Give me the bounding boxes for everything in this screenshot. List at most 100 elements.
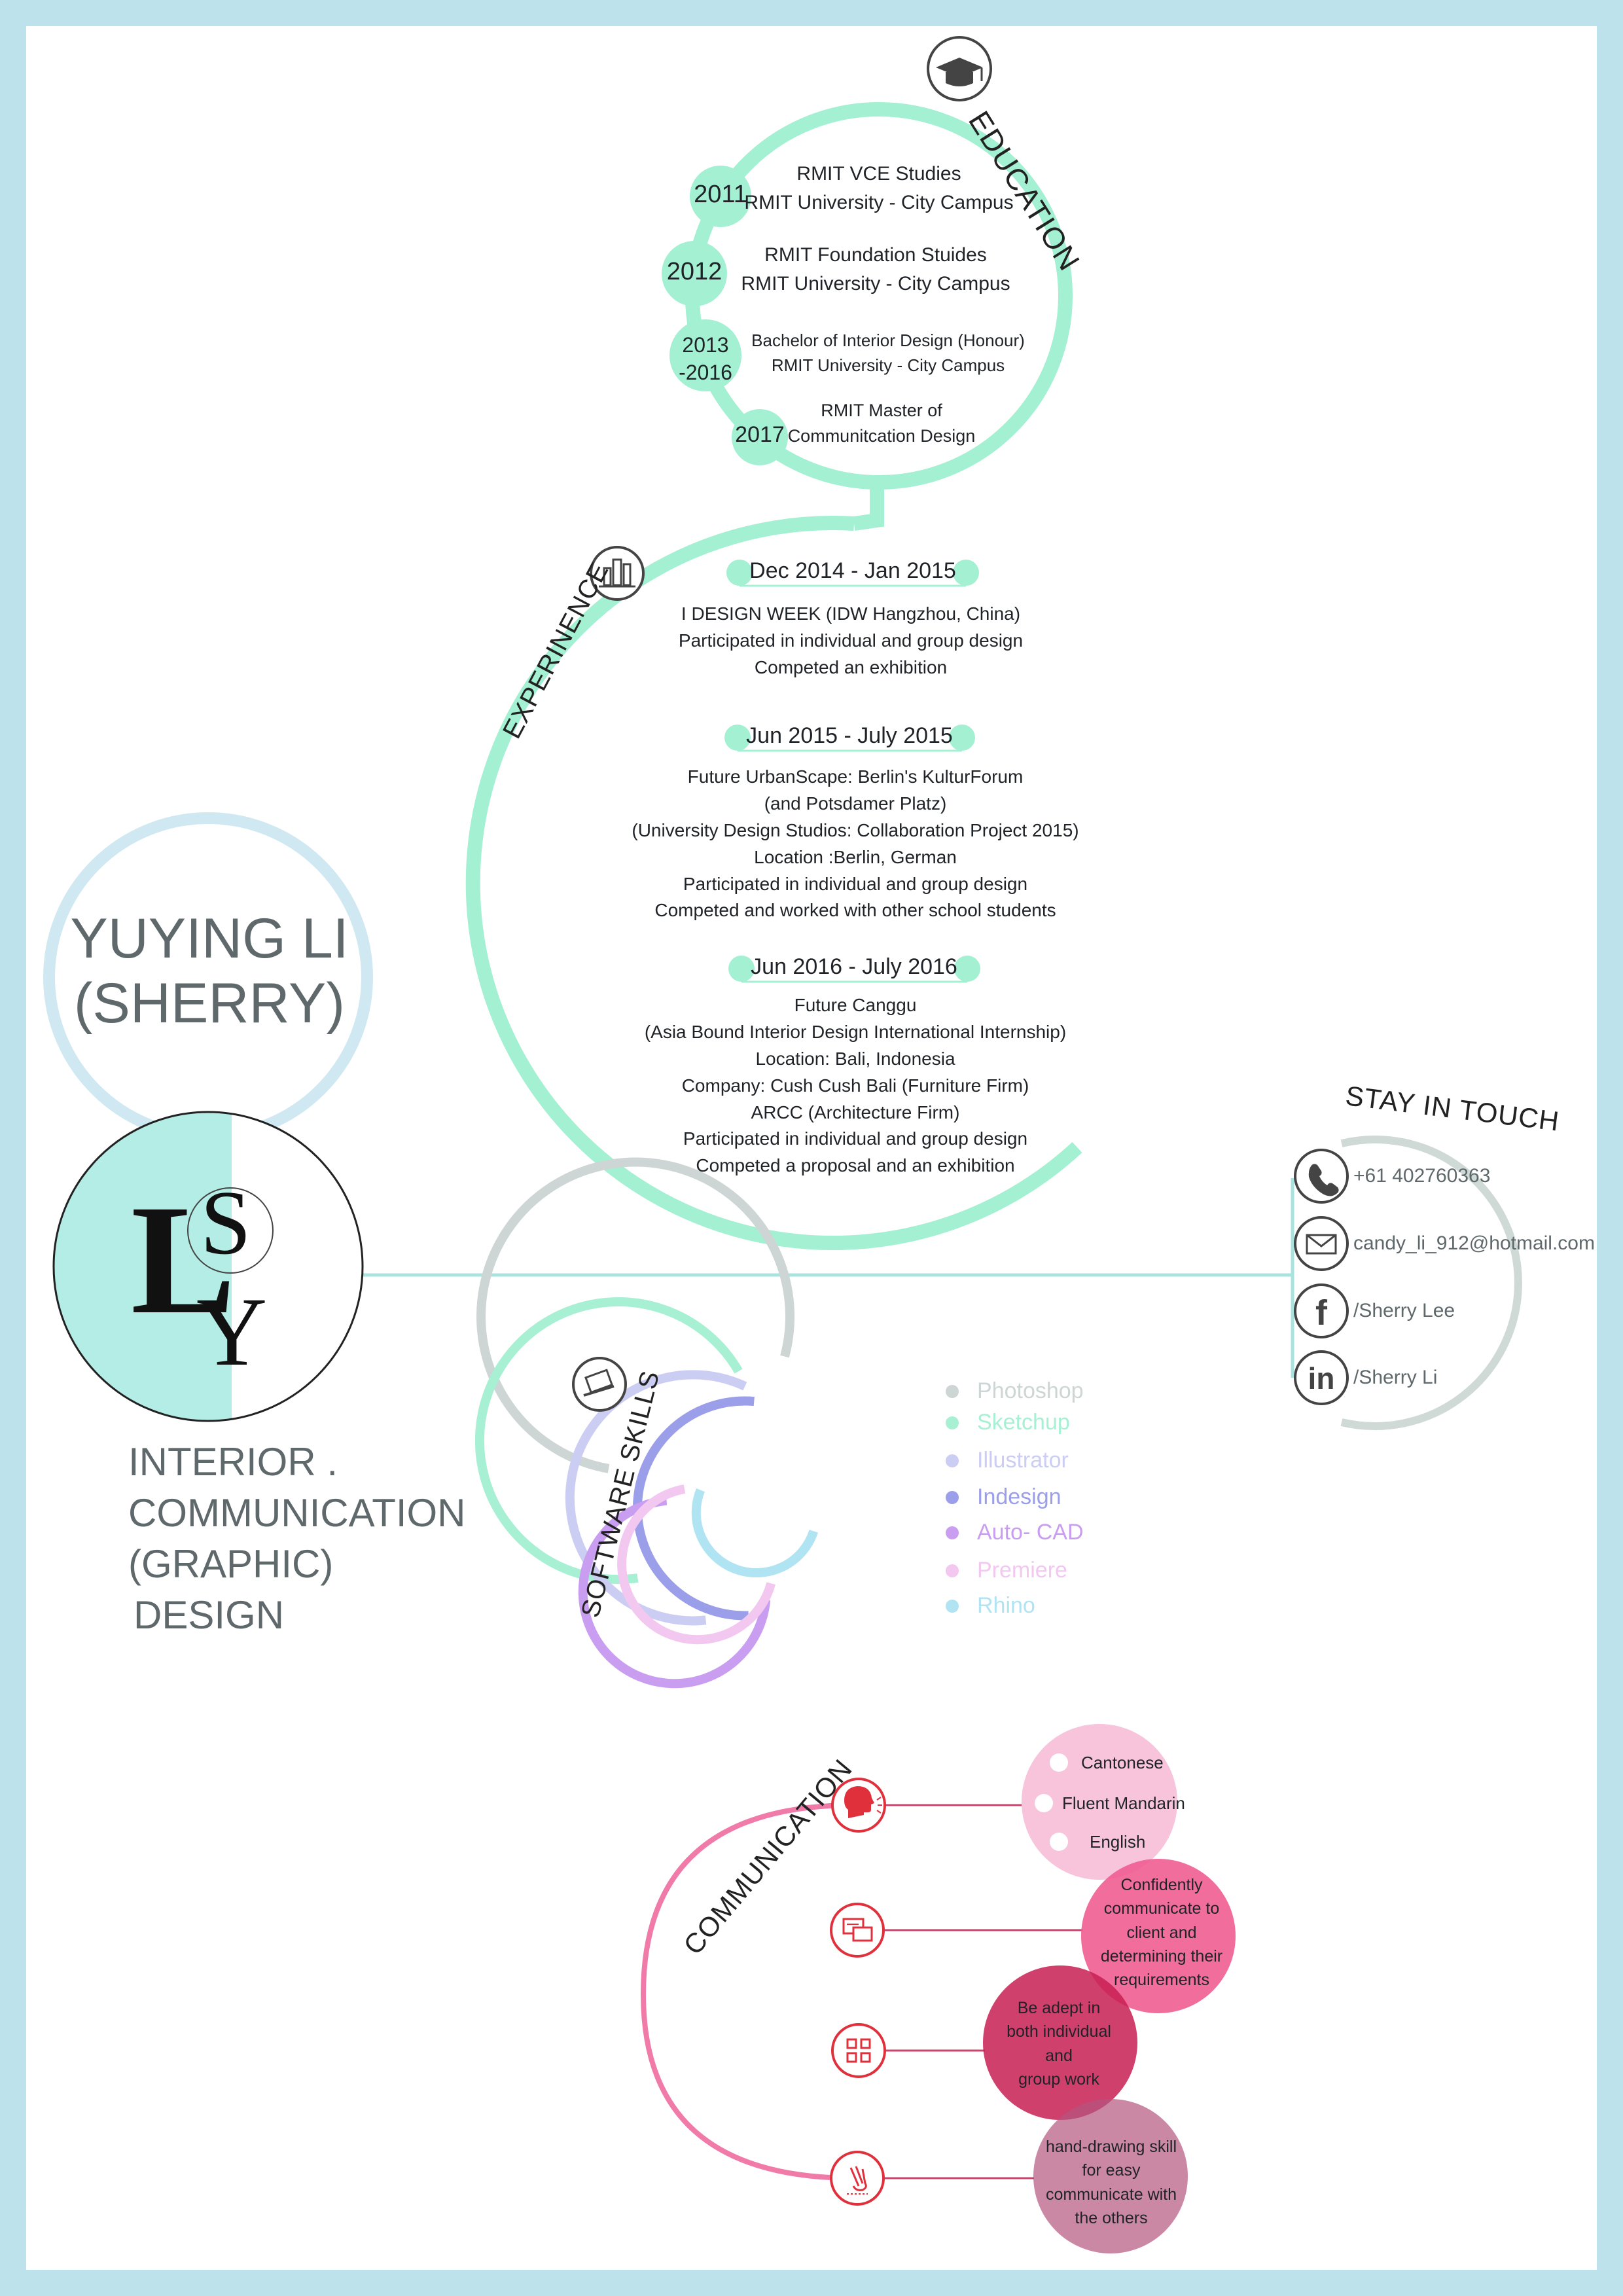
legend-photoshop: Photoshop: [946, 1378, 1084, 1404]
language-3: English: [1090, 1832, 1146, 1852]
exp-3-line-5: ARCC (Architecture Firm): [751, 1102, 960, 1122]
exp-2-line-4: Location :Berlin, German: [754, 846, 957, 867]
linkedin-icon: in: [1294, 1350, 1349, 1405]
logo-letter-y: Y: [196, 1278, 267, 1386]
logo-circle-outline: [52, 1111, 364, 1422]
language-1: Cantonese: [1081, 1753, 1164, 1772]
communicate-bubble-text: Confidently communicate to client and de…: [1101, 1873, 1222, 1992]
exp-3-line-6: Participated in individual and group des…: [683, 1128, 1028, 1149]
bubble-3-line-3: communicate with: [1045, 2185, 1177, 2204]
year-bubble-2011: [690, 166, 751, 227]
speaking-head-icon: [831, 1778, 886, 1833]
legend-label-autocad: Auto- CAD: [977, 1520, 1084, 1545]
contact-email[interactable]: candy_li_912@hotmail.com: [1353, 1232, 1595, 1254]
education-year-2: 2012: [666, 258, 722, 285]
legend-dot-premiere: [946, 1564, 959, 1577]
legend-label-sketchup: Sketchup: [977, 1410, 1070, 1435]
communication-arc: [640, 1803, 855, 2181]
education-year-3: 2013 -2016: [679, 333, 732, 384]
education-entry-1: RMIT VCE Studies RMIT University - City …: [744, 160, 1013, 217]
bubble-1-line-1: Confidently: [1120, 1876, 1203, 1894]
legend-label-photoshop: Photoshop: [977, 1378, 1084, 1403]
experience-date-1: Dec 2014 - Jan 2015: [749, 558, 956, 583]
bubble-2-line-3: and: [1045, 2046, 1073, 2065]
legend-autocad: Auto- CAD: [946, 1520, 1084, 1545]
exp-date-marker-1: [726, 560, 979, 587]
drawing-bubble: [1033, 2099, 1188, 2253]
legend-label-indesign: Indesign: [977, 1484, 1061, 1509]
education-entry-2-line-2: RMIT University - City Campus: [741, 272, 1010, 295]
name-line-2: (SHERRY): [73, 971, 346, 1035]
role-line-1: INTERIOR .: [128, 1440, 338, 1484]
role-title: INTERIOR . COMMUNICATION (GRAPHIC) DESIG…: [128, 1437, 466, 1641]
role-line-2: COMMUNICATION: [128, 1491, 466, 1535]
legend-dot-autocad: [946, 1526, 959, 1539]
logo-letter-l: L: [131, 1172, 236, 1346]
education-entry-3-line-2: RMIT University - City Campus: [771, 355, 1005, 375]
contact-linkedin[interactable]: /Sherry Li: [1353, 1367, 1438, 1388]
education-entry-2-line-1: RMIT Foundation Stuides: [764, 244, 987, 266]
grid-icon: [831, 2023, 886, 2078]
language-dot-3: [1050, 1833, 1068, 1851]
communicate-bubble: [1081, 1859, 1236, 2013]
exp-2-line-3: (University Design Studios: Collaboratio…: [632, 819, 1079, 840]
bubble-1-line-5: requirements: [1114, 1971, 1209, 1989]
svg-text:in: in: [1308, 1361, 1335, 1395]
exp-date-marker-2: [724, 725, 975, 752]
svg-text:f: f: [1315, 1293, 1328, 1333]
exp-2-line-6: Competed and worked with other school st…: [654, 900, 1056, 921]
bubble-1-line-4: determining their: [1100, 1946, 1223, 1965]
exp-3-line-4: Company: Cush Cush Bali (Furniture Firm): [681, 1075, 1029, 1096]
legend-sketchup: Sketchup: [946, 1410, 1070, 1435]
education-entry-4-line-1: RMIT Master of: [821, 401, 942, 420]
legend-dot-illustrator: [946, 1454, 959, 1467]
education-entry-4-line-2: Communitcation Design: [787, 426, 976, 446]
legend-label-premiere: Premiere: [977, 1558, 1067, 1583]
skill-arc-premiere: [617, 1484, 776, 1645]
facebook-icon: f: [1294, 1283, 1349, 1338]
exp-2-line-2: (and Potsdamer Platz): [764, 793, 947, 814]
chat-icon: [830, 1903, 885, 1958]
bubble-2-line-1: Be adept in: [1017, 1999, 1101, 2017]
legend-dot-indesign: [946, 1490, 959, 1504]
mail-icon: [1294, 1216, 1349, 1271]
teamwork-bubble-text: Be adept in both individual and group wo…: [1007, 1996, 1111, 2091]
legend-dot-photoshop: [946, 1384, 959, 1398]
software-skill-arcs: [474, 1157, 818, 1689]
experience-entry-3: Future Canggu (Asia Bound Interior Desig…: [645, 992, 1066, 1179]
exp-2-line-1: Future UrbanScape: Berlin's KulturForum: [687, 766, 1024, 787]
legend-premiere: Premiere: [946, 1558, 1067, 1583]
bubble-1-line-2: communicate to: [1103, 1899, 1220, 1918]
legend-dot-sketchup: [946, 1416, 959, 1429]
exp-1-line-1: I DESIGN WEEK (IDW Hangzhou, China): [681, 603, 1021, 624]
skill-arc-rhino: [691, 1488, 818, 1577]
language-2: Fluent Mandarin: [1062, 1793, 1185, 1813]
education-entry-4: RMIT Master of Communitcation Design: [788, 398, 976, 449]
experience-entry-2: Future UrbanScape: Berlin's KulturForum …: [632, 764, 1079, 924]
exp-date-marker-3: [728, 956, 980, 983]
legend-label-rhino: Rhino: [977, 1593, 1035, 1618]
exp-3-line-2: (Asia Bound Interior Design Internationa…: [644, 1021, 1067, 1042]
legend-label-illustrator: Illustrator: [977, 1448, 1069, 1473]
language-dot-1: [1050, 1753, 1068, 1772]
graduation-cap-icon: [927, 36, 992, 101]
logo-letter-s: S: [200, 1172, 251, 1274]
education-year-4: 2017: [735, 422, 785, 447]
contact-ring: [1340, 1136, 1522, 1430]
education-entry-3-line-1: Bachelor of Interior Design (Honour): [751, 331, 1025, 350]
role-line-3: (GRAPHIC): [128, 1542, 334, 1586]
exp-1-line-3: Competed an exhibition: [754, 656, 948, 677]
person-name: YUYING LI (SHERRY): [65, 906, 353, 1036]
contact-facebook[interactable]: /Sherry Lee: [1353, 1300, 1455, 1321]
education-entry-1-line-1: RMIT VCE Studies: [796, 163, 961, 185]
year-bubble-2017: [732, 409, 788, 465]
education-experience-link: [853, 484, 884, 531]
drawing-bubble-text: hand-drawing skill for easy communicate …: [1046, 2135, 1177, 2230]
bubble-3-line-4: the others: [1075, 2208, 1148, 2227]
legend-illustrator: Illustrator: [946, 1448, 1069, 1473]
education-entry-1-line-2: RMIT University - City Campus: [744, 191, 1014, 213]
contact-phone[interactable]: +61 402760363: [1353, 1165, 1491, 1187]
bubble-3-line-2: for easy: [1082, 2161, 1141, 2180]
